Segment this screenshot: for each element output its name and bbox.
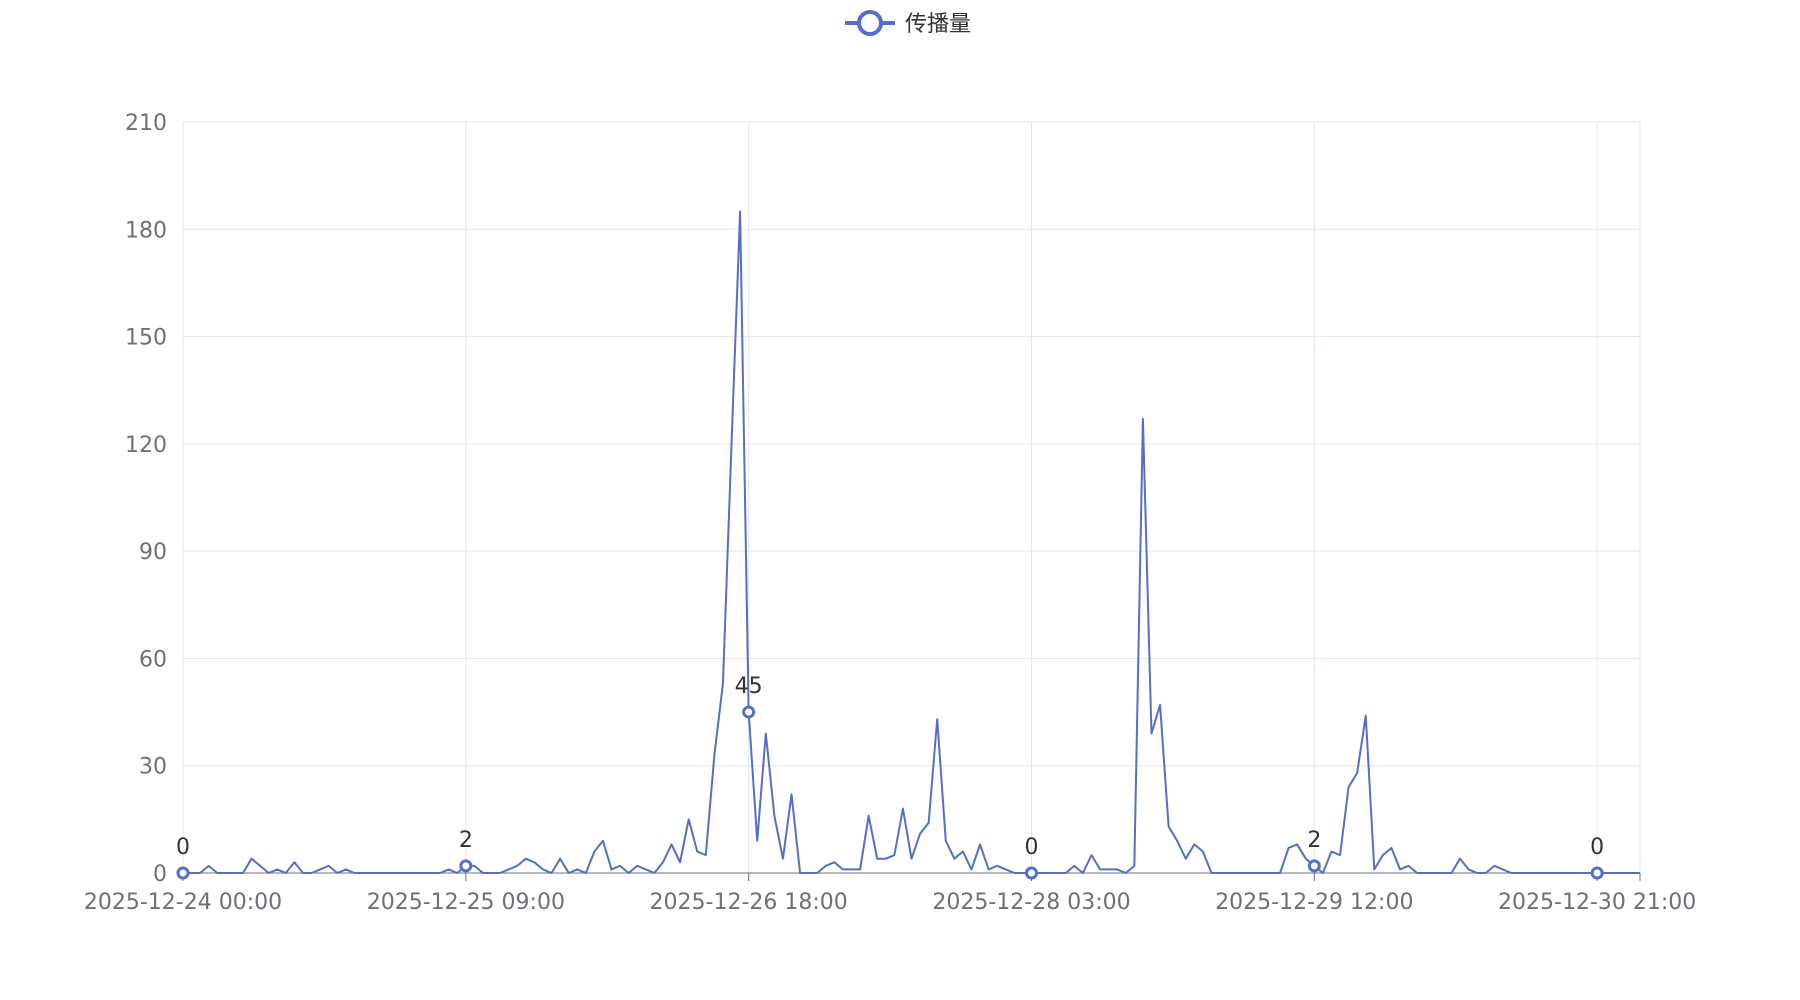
data-point-label: 0 (1024, 835, 1038, 860)
x-tick-label: 2025-12-24 00:00 (84, 890, 282, 915)
data-point[interactable] (1307, 859, 1321, 873)
legend-label: 传播量 (905, 12, 971, 37)
data-point-label: 2 (459, 828, 473, 853)
x-grid (182, 122, 1641, 873)
y-tick-label: 210 (125, 111, 167, 136)
y-tick-label: 150 (125, 326, 167, 351)
x-tick-label: 2025-12-28 03:00 (932, 890, 1130, 915)
x-axis: 2025-12-24 00:00 2025-12-25 09:00 2025-12-… (84, 872, 1696, 915)
series-line-传播量[interactable] (183, 210, 1640, 874)
legend[interactable]: 传播量 (845, 10, 971, 37)
data-point[interactable] (176, 866, 190, 880)
data-point-label: 45 (735, 674, 763, 699)
y-tick-label: 60 (139, 647, 167, 672)
legend-circle-icon (857, 10, 883, 36)
y-tick-label: 120 (125, 433, 167, 458)
data-point[interactable] (1590, 866, 1604, 880)
y-tick-label: 0 (153, 862, 167, 887)
labeled-points: 0 2 45 0 2 0 (176, 674, 1604, 880)
data-point[interactable] (459, 859, 473, 873)
y-grid (183, 121, 1640, 767)
data-point-label: 2 (1307, 828, 1321, 853)
data-point-label: 0 (176, 835, 190, 860)
data-point-label: 0 (1590, 835, 1604, 860)
x-tick-label: 2025-12-30 21:00 (1498, 890, 1696, 915)
y-tick-label: 180 (125, 218, 167, 243)
data-point[interactable] (742, 705, 756, 719)
y-tick-label: 30 (139, 755, 167, 780)
data-point[interactable] (1024, 866, 1038, 880)
y-axis-labels: 0 30 60 90 120 150 180 210 (125, 111, 167, 887)
x-tick-label: 2025-12-26 18:00 (650, 890, 848, 915)
y-tick-label: 90 (139, 540, 167, 565)
x-tick-label: 2025-12-29 12:00 (1215, 890, 1413, 915)
x-tick-label: 2025-12-25 09:00 (367, 890, 565, 915)
series-group (183, 210, 1640, 874)
